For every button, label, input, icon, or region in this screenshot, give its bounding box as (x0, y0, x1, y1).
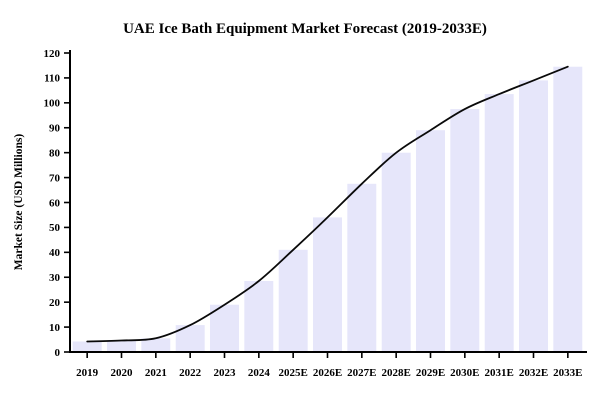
y-tick-label: 110 (44, 73, 60, 85)
y-tick-label: 20 (49, 297, 61, 309)
y-tick-label: 10 (49, 322, 61, 334)
bar-2020 (107, 340, 136, 352)
x-tick-label: 2027E (347, 367, 376, 379)
y-tick-label: 60 (49, 197, 61, 209)
bar-2023 (210, 304, 239, 352)
bar-2026E (313, 217, 342, 352)
y-tick-label: 0 (55, 347, 61, 359)
bar-2032E (519, 80, 548, 353)
axes-layer: 0 10 20 30 40 50 60 70 80 90 100 110 120 2019 2020 2021… (44, 48, 587, 379)
x-tick-label: 2031E (484, 367, 513, 379)
bars-layer (72, 66, 583, 353)
trend-line-layer (86, 65, 569, 343)
y-tick-label: 70 (49, 172, 61, 184)
x-tick-label: 2020 (111, 367, 134, 379)
x-tick-label: 2022 (179, 367, 202, 379)
bar-2021 (141, 338, 171, 352)
x-tick-label: 2028E (381, 367, 410, 379)
x-tick-label: 2019 (76, 367, 99, 379)
bar-2033E (553, 66, 583, 352)
bar-2029E (416, 130, 445, 352)
x-tick-label: 2026E (313, 367, 342, 379)
x-tick-label: 2029E (416, 367, 445, 379)
bar-2024 (244, 281, 274, 352)
y-tick-label: 40 (49, 247, 61, 259)
x-tick-label: 2021 (145, 367, 167, 379)
bar-2031E (484, 94, 514, 352)
y-tick-label: 100 (44, 98, 61, 110)
y-tick-label: 50 (49, 222, 61, 234)
y-tick-label: 80 (49, 147, 61, 159)
chart-title: UAE Ice Bath Equipment Market Forecast (… (123, 21, 487, 37)
x-tick-label: 2025E (278, 367, 307, 379)
bar-2025E (278, 249, 308, 352)
y-tick-label: 90 (49, 123, 61, 135)
x-tick-label: 2032E (519, 367, 548, 379)
y-axis-label: Market Size (USD Millions) (13, 134, 25, 271)
y-tick-label: 120 (44, 48, 61, 60)
x-tick-label: 2023 (214, 367, 237, 379)
bar-2027E (347, 183, 377, 352)
trend-line (86, 65, 569, 343)
bar-2019 (72, 341, 102, 352)
bar-2030E (450, 109, 480, 352)
x-tick-label: 2024 (248, 367, 271, 379)
x-tick-label: 2030E (450, 367, 479, 379)
x-tick-label: 2033E (553, 367, 582, 379)
bar-2028E (381, 152, 411, 352)
y-tick-label: 30 (49, 272, 61, 284)
